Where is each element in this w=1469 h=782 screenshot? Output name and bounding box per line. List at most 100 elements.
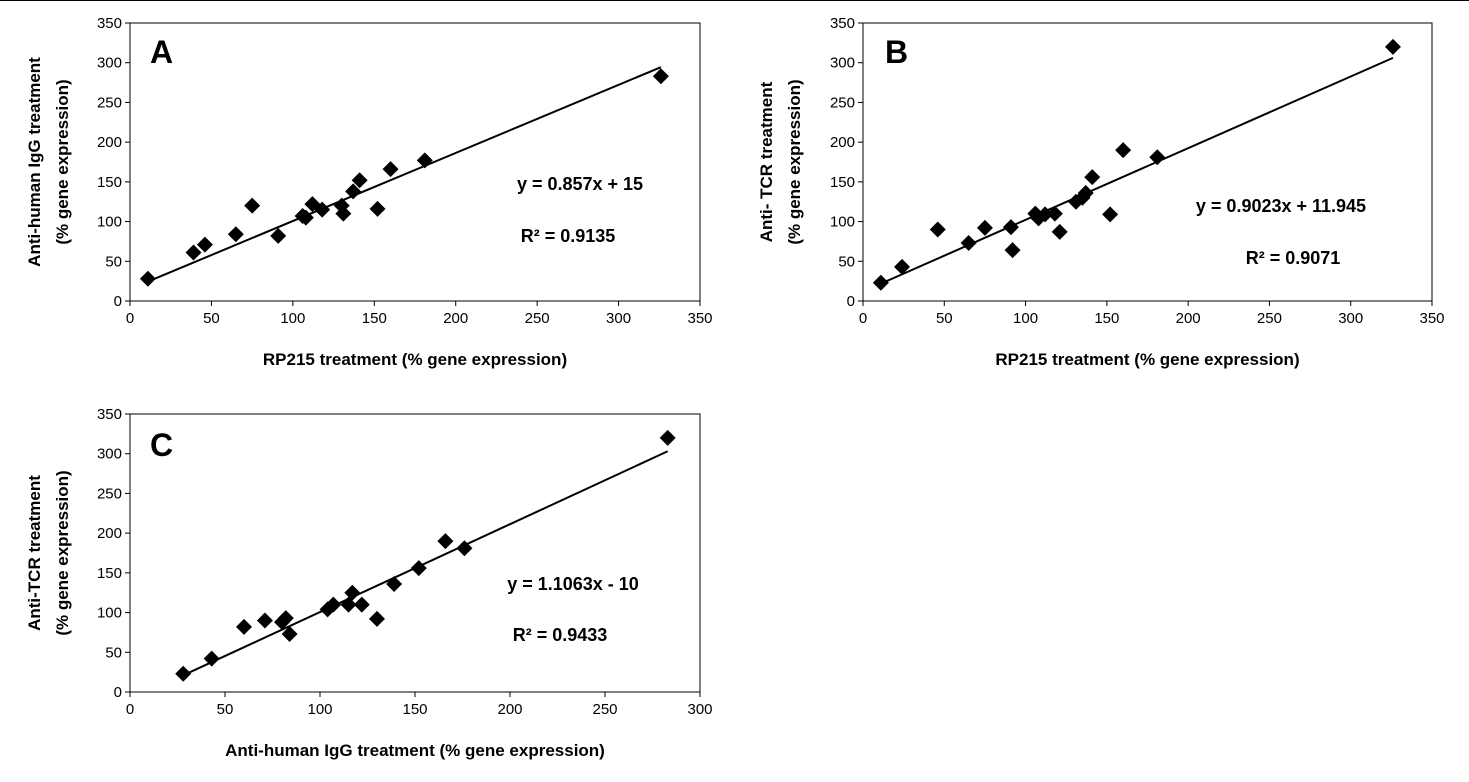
data-point xyxy=(369,610,385,627)
x-tick-label: 200 xyxy=(497,701,522,718)
y-axis-title-line: (% gene expression) xyxy=(53,470,72,635)
x-tick-label: 300 xyxy=(687,701,712,718)
y-tick-label: 150 xyxy=(830,174,855,191)
y-tick-label: 0 xyxy=(847,293,855,310)
data-point xyxy=(139,270,156,287)
y-tick-label: 100 xyxy=(830,214,855,231)
y-tick-label: 300 xyxy=(97,55,122,72)
regression-equation: y = 0.9023x + 11.945 xyxy=(1196,196,1366,216)
data-point xyxy=(960,235,977,252)
panel-a: 0 50 100 150 200 250 300 350 0 50 100 150 200 250 300 3… xyxy=(25,15,713,369)
data-point xyxy=(369,200,386,217)
y-axis-title-line: Anti-TCR treatment xyxy=(25,475,44,631)
data-point xyxy=(335,205,352,222)
x-tick-label: 250 xyxy=(592,701,617,718)
panel-c: 0 50 100 150 200 250 300 0 50 100 150 200 250 300 350 A… xyxy=(25,406,713,760)
y-tick-label: 100 xyxy=(97,605,122,622)
x-tick-label: 150 xyxy=(1094,310,1119,327)
x-tick-label: 350 xyxy=(1419,310,1444,327)
data-point xyxy=(351,172,368,189)
panel-letter: B xyxy=(885,34,908,70)
data-point xyxy=(314,201,331,218)
y-tick-label: 200 xyxy=(830,134,855,151)
x-tick-label: 300 xyxy=(606,310,631,327)
data-point xyxy=(196,236,213,253)
x-tick-label: 350 xyxy=(687,310,712,327)
x-tick-label: 200 xyxy=(443,310,468,327)
panel-letter: A xyxy=(150,34,173,70)
data-point xyxy=(340,596,357,613)
data-point xyxy=(1046,205,1063,222)
x-tick-label: 100 xyxy=(1013,310,1038,327)
data-point xyxy=(872,274,889,291)
x-tick-label: 300 xyxy=(1338,310,1363,327)
y-tick-label: 350 xyxy=(97,406,122,423)
x-tick-label: 50 xyxy=(203,310,220,327)
x-tick-label: 0 xyxy=(859,310,867,327)
data-point xyxy=(175,665,192,682)
data-point xyxy=(1149,149,1166,166)
data-point xyxy=(1102,206,1119,223)
regression-equation: y = 0.857x + 15 xyxy=(517,174,643,194)
trendline xyxy=(147,66,662,283)
y-tick-label: 150 xyxy=(97,565,122,582)
data-point xyxy=(325,596,342,613)
data-point xyxy=(353,596,370,613)
x-tick-label: 100 xyxy=(307,701,332,718)
y-tick-label: 0 xyxy=(114,293,122,310)
data-point xyxy=(270,227,287,244)
r-squared-label: R² = 0.9433 xyxy=(513,625,608,645)
data-point xyxy=(652,68,669,85)
plot-frame xyxy=(862,22,1433,302)
x-tick-label: 50 xyxy=(936,310,953,327)
data-point xyxy=(386,575,403,592)
data-point xyxy=(382,161,399,178)
y-tick-label: 100 xyxy=(97,214,122,231)
x-tick-label: 250 xyxy=(525,310,550,327)
r-squared-label: R² = 0.9071 xyxy=(1246,248,1341,268)
y-axis-title-line: (% gene expression) xyxy=(785,79,804,244)
panel-letter: C xyxy=(150,427,173,463)
x-axis-title: RP215 treatment (% gene expression) xyxy=(263,350,567,369)
x-tick-label: 100 xyxy=(280,310,305,327)
trendline xyxy=(182,450,669,677)
data-point xyxy=(244,197,261,214)
data-point xyxy=(659,429,676,446)
data-point xyxy=(456,540,473,557)
data-point xyxy=(1384,38,1401,55)
data-point xyxy=(1084,169,1101,186)
y-tick-label: 150 xyxy=(97,174,122,191)
y-tick-label: 250 xyxy=(97,485,122,502)
data-point xyxy=(929,221,946,238)
data-point xyxy=(277,610,294,627)
y-tick-label: 350 xyxy=(97,15,122,32)
y-tick-label: 300 xyxy=(97,446,122,463)
y-tick-label: 50 xyxy=(838,253,855,270)
data-point xyxy=(437,533,454,550)
plot-frame xyxy=(129,413,701,693)
y-axis-title-line: Anti- TCR treatment xyxy=(757,81,776,242)
x-tick-label: 50 xyxy=(217,701,234,718)
y-axis-title-line: Anti-human IgG treatment xyxy=(25,57,44,267)
y-tick-label: 200 xyxy=(97,134,122,151)
y-tick-label: 50 xyxy=(105,253,122,270)
panel-b: 0 50 100 150 200 250 300 350 0 50 100 150 200 250 300 3… xyxy=(757,15,1445,369)
y-tick-label: 350 xyxy=(830,15,855,32)
regression-equation: y = 1.1063x - 10 xyxy=(507,574,639,594)
data-point xyxy=(416,152,433,169)
plot-frame xyxy=(129,22,701,302)
data-point xyxy=(344,584,361,601)
data-point xyxy=(976,219,993,236)
y-tick-label: 50 xyxy=(105,644,122,661)
data-point xyxy=(410,560,427,577)
data-point xyxy=(1077,184,1094,201)
y-tick-label: 250 xyxy=(830,94,855,111)
x-tick-label: 250 xyxy=(1257,310,1282,327)
data-point xyxy=(236,618,252,635)
y-tick-label: 0 xyxy=(114,684,122,701)
y-tick-label: 300 xyxy=(830,55,855,72)
x-tick-label: 150 xyxy=(402,701,427,718)
data-point xyxy=(345,183,362,200)
x-axis-title: RP215 treatment (% gene expression) xyxy=(995,350,1299,369)
